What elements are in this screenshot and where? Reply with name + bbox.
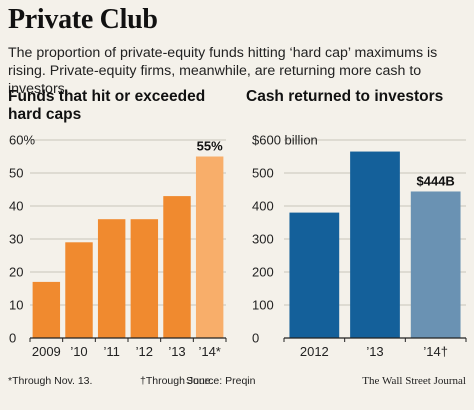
- funds-hard-cap-chart: 0 10 20 30 40 50 60% 2009 ’10 ’11 ’12 ’13 ’14* 55%: [9, 133, 227, 359]
- y-tick-label: 30: [9, 232, 23, 247]
- x-tick-label: ’14*: [198, 344, 220, 359]
- x-tick-label: ’13: [366, 344, 383, 359]
- y-tick-label: 60%: [9, 133, 35, 148]
- bar-10: [65, 242, 93, 338]
- funds-chart-title: Funds that hit or exceeded hard caps: [8, 88, 206, 123]
- y-tick-label: 0: [9, 331, 16, 346]
- bar-13: [350, 151, 400, 338]
- y-tick-label: 400: [252, 199, 274, 214]
- y-tick-label: 200: [252, 265, 274, 280]
- cash-returned-chart: 0 100 200 300 400 500 $600 billion 2012 ’13 ’14† $…: [252, 133, 467, 359]
- y-tick-label: 40: [9, 199, 23, 214]
- bar-11: [97, 219, 126, 338]
- y-tick-label: 10: [9, 298, 23, 313]
- y-tick-label: 100: [252, 298, 274, 313]
- y-tick-label: 300: [252, 232, 274, 247]
- page-title: Private Club: [8, 4, 158, 35]
- bar-13: [163, 196, 191, 338]
- bar-14: [195, 156, 224, 338]
- y-tick-label: 0: [252, 331, 259, 346]
- x-tick-label: ’13: [168, 344, 185, 359]
- cash-chart-title: Cash returned to investors: [246, 88, 444, 105]
- x-tick-label: 2012: [300, 344, 329, 359]
- y-tick-label: 50: [9, 166, 23, 181]
- y-tick-label: 500: [252, 166, 274, 181]
- footnote-asterisk: *Through Nov. 13.: [8, 375, 93, 387]
- bar-12: [130, 219, 159, 338]
- x-tick-label: ’10: [70, 344, 87, 359]
- data-label: 55%: [197, 139, 223, 154]
- bar-14: [410, 191, 461, 338]
- bar-2012: [289, 212, 340, 338]
- x-tick-label: ’11: [103, 344, 119, 359]
- data-label: $444B: [417, 173, 455, 188]
- footnote-dagger: †Through June.: [140, 375, 214, 387]
- source-note: Source: Preqin: [186, 375, 256, 387]
- x-tick-label: 2009: [32, 344, 61, 359]
- x-tick-label: ’12: [136, 344, 153, 359]
- x-tick-label: ’14†: [423, 344, 448, 359]
- page-subtitle: The proportion of private-equity funds h…: [8, 45, 438, 97]
- y-tick-label: $600 billion: [252, 133, 318, 148]
- bar-2009: [32, 281, 61, 338]
- y-tick-label: 20: [9, 265, 23, 280]
- publisher-credit: The Wall Street Journal: [362, 375, 466, 387]
